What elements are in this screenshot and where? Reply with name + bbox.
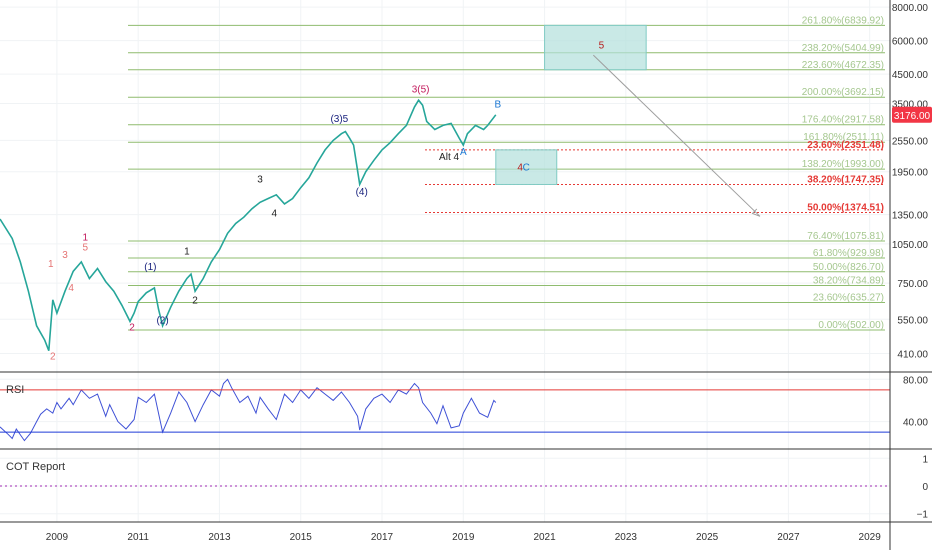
x-tick-label: 2021 (533, 532, 556, 543)
y-tick-label: 1350.00 (892, 211, 929, 222)
fib-level-label: 23.60%(2351.48) (807, 140, 884, 151)
wave-label: 2 (50, 351, 56, 362)
y-tick-label: 750.00 (897, 279, 928, 290)
x-tick-label: 2017 (371, 532, 394, 543)
wave-label: 2 (129, 322, 135, 333)
fib-level-label: 61.80%(929.98) (813, 248, 884, 259)
fib-level-label: 50.00%(826.70) (813, 262, 884, 273)
x-tick-label: 2009 (46, 532, 69, 543)
series-layer (0, 98, 890, 487)
wave-label: 1 (48, 259, 54, 270)
fib-level-label: 76.40%(1075.81) (807, 231, 884, 242)
wave-label: 2 (192, 295, 198, 306)
y-tick-label: 8000.00 (892, 3, 929, 14)
y-tick-label: 1 (922, 454, 928, 465)
wave-label: (3)5 (330, 114, 348, 125)
wave-label: 4 (68, 283, 74, 294)
x-tick-label: 2025 (696, 532, 719, 543)
wave-label: 3 (62, 250, 68, 261)
wave-label: (1) (144, 262, 156, 273)
wave-label: 4 (517, 163, 523, 174)
last-price-label: 3176.00 (894, 111, 931, 122)
target-zone (544, 24, 647, 71)
y-tick-label: 1950.00 (892, 168, 929, 179)
wave-label: 5 (83, 243, 89, 254)
y-tick-label: 40.00 (903, 418, 928, 429)
fib-level-label: 238.20%(5404.99) (802, 43, 884, 54)
cot-pane-title: COT Report (6, 461, 65, 473)
fib-level-label: 161.80%(2511.11) (803, 132, 884, 143)
x-tick-label: 2027 (777, 532, 800, 543)
fib-level-label: 223.60%(4672.35) (802, 60, 884, 71)
y-tick-label: 4500.00 (892, 70, 929, 81)
target-zone (495, 149, 558, 185)
x-tick-label: 2011 (127, 532, 149, 543)
fib-level-label: 50.00%(1374.51) (807, 202, 884, 213)
fib-level-label: 0.00%(502.00) (818, 320, 884, 331)
x-tick-label: 2019 (452, 532, 475, 543)
zones-layer (495, 24, 761, 217)
wave-label: (4) (356, 187, 368, 198)
y-tick-label: 80.00 (903, 375, 928, 386)
x-tick-label: 2015 (290, 532, 313, 543)
fib-level-label: 23.60%(635.27) (813, 292, 884, 303)
grid-layer (0, 0, 890, 522)
wave-label: 3 (257, 174, 263, 185)
wave-label: A (460, 147, 467, 158)
wave-label: 1 (83, 233, 89, 244)
wave-label: 3(5) (412, 84, 430, 95)
y-tick-label: 410.00 (897, 350, 928, 361)
y-tick-label: 550.00 (897, 315, 928, 326)
wave-label: 5 (599, 41, 605, 52)
x-tick-label: 2013 (208, 532, 231, 543)
wave-label: (2) (156, 316, 168, 327)
price-series-line (0, 98, 497, 351)
y-tick-label: 0 (922, 482, 928, 493)
wave-label: Alt 4 (439, 152, 459, 163)
fib-level-label: 176.40%(2917.58) (802, 115, 884, 126)
x-tick-label: 2029 (859, 532, 882, 543)
y-tick-label: 2550.00 (892, 136, 929, 147)
wave-label: 4 (272, 208, 278, 219)
rsi-pane-title: RSI (6, 384, 24, 396)
x-tick-label: 2023 (615, 532, 638, 543)
projection-arrow-line (592, 54, 761, 217)
fib-level-label: 200.00%(3692.15) (802, 87, 884, 98)
projection-arrow-head (751, 208, 761, 217)
y-tick-label: 1050.00 (892, 240, 929, 251)
y-tick-label: 3500.00 (892, 99, 929, 110)
fib-level-label: 261.80%(6839.92) (802, 15, 884, 26)
fib-level-label: 38.20%(734.89) (813, 275, 884, 286)
rsi-series-line (0, 378, 497, 442)
fib-level-label: 138.20%(1993.00) (802, 159, 884, 170)
fib-layer: 261.80%(6839.92)238.20%(5404.99)223.60%(… (128, 15, 885, 331)
y-tick-label: 6000.00 (892, 37, 929, 48)
wave-label: B (494, 100, 501, 111)
last-price-badge (892, 106, 932, 123)
y-tick-label: −1 (917, 510, 929, 521)
wave-label: C (523, 163, 530, 174)
wave-label: 1 (184, 246, 190, 257)
fib-level-label: 38.20%(1747.35) (807, 174, 884, 185)
